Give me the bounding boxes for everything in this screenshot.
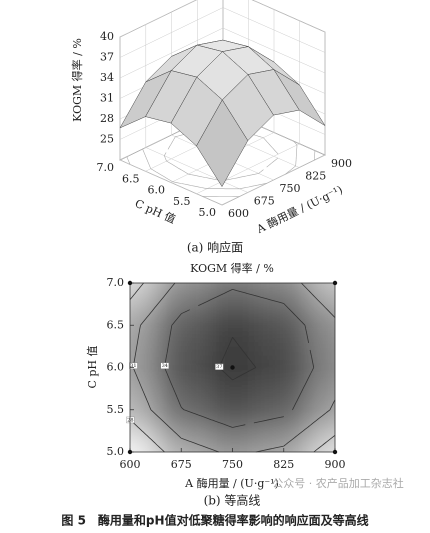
contour-label-box <box>215 363 224 370</box>
heat-cell <box>206 304 259 347</box>
x-tick-label: 750 <box>222 458 243 471</box>
design-point <box>332 280 338 286</box>
y-tick-label: 5.5 <box>107 403 125 416</box>
x-tick-label: 600 <box>228 207 249 220</box>
z-tick-label: 40 <box>100 30 114 43</box>
y-tick-label: 6.5 <box>122 172 140 185</box>
x-tick-label: 750 <box>280 182 301 195</box>
heat-cell <box>206 430 259 452</box>
z-tick-label: 28 <box>100 112 114 125</box>
grid-line <box>196 20 300 195</box>
heat-cell <box>206 388 259 431</box>
heatmap-cells <box>130 283 335 452</box>
y-axis-label: C pH 值 <box>133 197 178 226</box>
y-tick-label: 6.0 <box>107 361 125 374</box>
heat-cell <box>155 430 207 452</box>
grid-line <box>170 9 275 183</box>
design-point <box>230 365 235 370</box>
heat-cell <box>130 430 156 452</box>
y-tick-label: 7.0 <box>107 276 125 289</box>
watermark: 公众号 · 农产品加工杂志社 <box>272 476 404 490</box>
heat-cell <box>258 304 310 347</box>
contour-label: 37 <box>216 364 222 370</box>
heat-cell <box>258 283 310 305</box>
heatmap <box>130 283 335 452</box>
heat-cell <box>130 304 156 347</box>
grid-line <box>119 0 326 38</box>
heat-cell <box>258 388 310 431</box>
x-tick-label: 675 <box>171 458 192 471</box>
floor-contour <box>126 150 316 197</box>
design-point <box>127 280 133 286</box>
heat-cell <box>130 283 156 305</box>
heat-cell <box>206 283 259 305</box>
heat-cell <box>155 283 207 305</box>
z-tick-label: 34 <box>100 71 114 84</box>
heat-cell <box>309 304 335 347</box>
heat-cell <box>309 283 335 305</box>
y-tick-label: 5.5 <box>173 195 191 208</box>
caption: (b) 等高线 <box>204 493 261 508</box>
contour-line <box>164 289 315 428</box>
heat-cell <box>309 430 335 452</box>
z-tick-label: 25 <box>100 133 114 146</box>
x-tick-label: 825 <box>273 458 294 471</box>
x-tick-label: 825 <box>305 170 326 183</box>
figure-caption: 图 5 酶用量和pH值对低聚糖得率影响的响应面及等高线 <box>61 513 368 528</box>
design-point <box>127 449 133 455</box>
caption: (a) 响应面 <box>187 240 243 255</box>
y-axis-label: C pH 值 <box>86 345 99 388</box>
x-tick-label: 600 <box>120 458 141 471</box>
y-tick-label: 7.0 <box>97 161 115 174</box>
y-tick-label: 6.5 <box>107 318 125 331</box>
x-tick-label: 900 <box>331 157 352 170</box>
x-axis-label: A 酶用量 / (U·g⁻¹) <box>184 477 279 490</box>
y-tick-label: 6.0 <box>148 184 166 197</box>
z-tick-label: 37 <box>100 51 114 64</box>
heat-cell <box>258 346 310 389</box>
z-axis-label: KOGM 得率 / % <box>70 38 84 122</box>
x-tick-label: 675 <box>254 195 275 208</box>
heat-cell <box>155 304 207 347</box>
contour-label-box <box>129 362 138 369</box>
grid-line <box>221 32 326 206</box>
y-tick-label: 5.0 <box>107 445 125 458</box>
contour-label: 34 <box>162 363 168 369</box>
z-tick-label: 31 <box>100 92 114 105</box>
chart-title: KOGM 得率 / % <box>190 261 274 275</box>
contour-label: 31 <box>130 363 136 369</box>
surface-patch <box>196 99 249 188</box>
y-tick-label: 5.0 <box>199 206 217 219</box>
design-point <box>332 449 338 455</box>
heat-cell <box>309 388 335 431</box>
contour-label-box <box>160 362 169 369</box>
heat-cell <box>155 388 207 431</box>
x-tick-label: 900 <box>325 458 346 471</box>
